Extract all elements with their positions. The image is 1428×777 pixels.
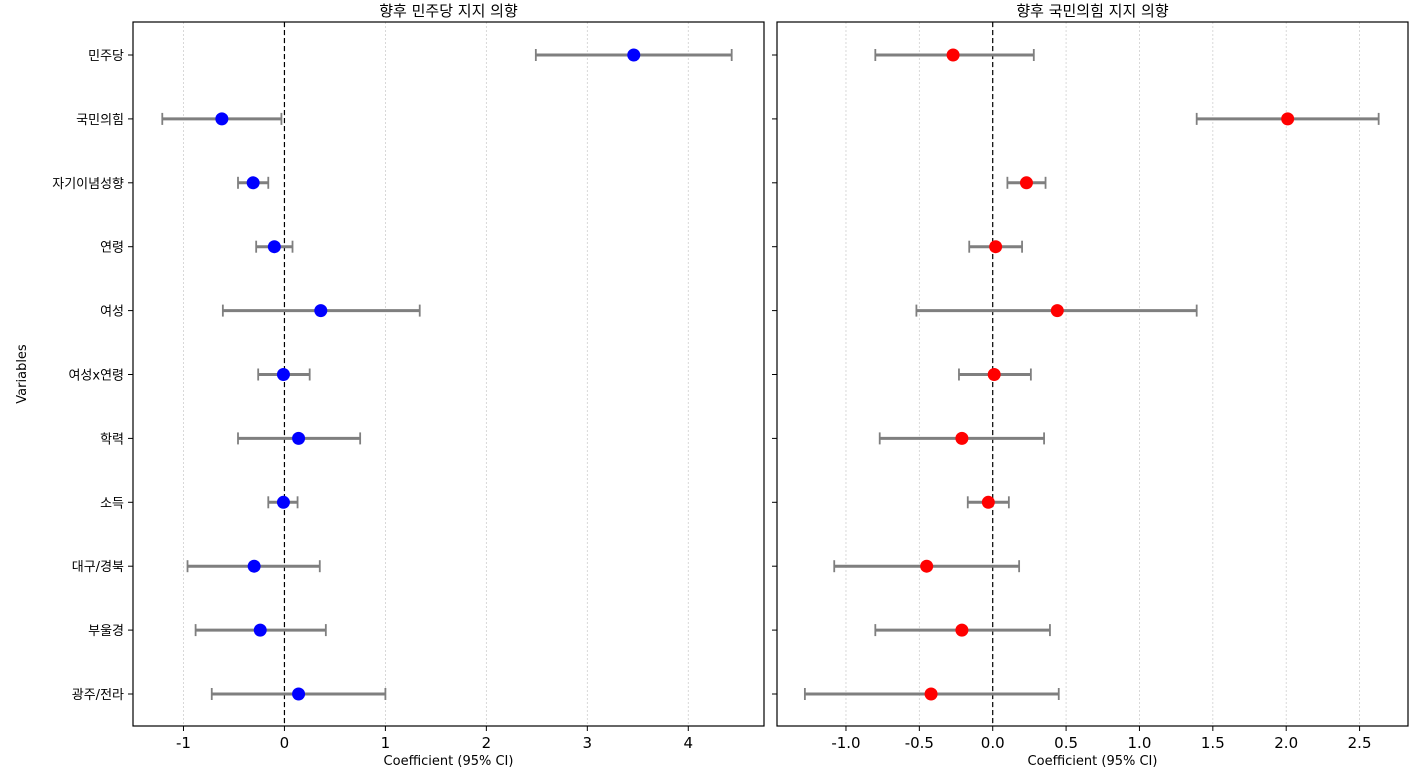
x-tick-label-1-4: 3	[583, 734, 593, 752]
x-tick-label-2-7: 2.5	[1348, 734, 1372, 752]
estimate-point-2-6	[955, 431, 969, 445]
x-tick-label-2-1: -0.5	[905, 734, 934, 752]
estimate-point-1-10	[292, 687, 306, 701]
x-tick-label-1-1: 0	[280, 734, 290, 752]
estimate-point-2-10	[924, 687, 938, 701]
x-axis-label-2: Coefficient (95% CI)	[1028, 754, 1158, 769]
estimate-point-2-0	[946, 48, 960, 62]
y-tick-label-1: 국민의힘	[76, 113, 124, 128]
estimate-point-2-5	[987, 368, 1001, 381]
x-tick-label-1-0: -1	[176, 734, 191, 752]
estimate-point-2-2	[1019, 176, 1033, 190]
panel-frame-1	[132, 21, 765, 727]
x-axis-label-1: Coefficient (95% CI)	[384, 754, 514, 769]
y-tick-label-5: 여성x연령	[68, 369, 124, 384]
estimate-point-1-2	[246, 176, 260, 190]
x-tick-label-2-3: 0.5	[1054, 734, 1078, 752]
x-tick-label-1-5: 4	[684, 734, 694, 752]
estimate-point-1-9	[253, 623, 267, 637]
panel-title-2: 향후 국민의힘 지지 의향	[1016, 2, 1169, 20]
y-tick-label-9: 부울경	[88, 624, 124, 639]
y-tick-label-3: 연령	[100, 241, 124, 256]
panel-title-1: 향후 민주당 지지 의향	[379, 2, 518, 20]
x-tick-label-2-0: -1.0	[831, 734, 860, 752]
estimate-point-1-1	[215, 112, 229, 126]
estimate-point-1-8	[247, 559, 261, 573]
y-axis-label: Variables	[15, 344, 30, 404]
estimate-point-1-3	[267, 240, 281, 254]
estimate-point-2-1	[1281, 112, 1295, 126]
estimate-point-2-4	[1050, 304, 1064, 318]
y-tick-label-10: 광주/전라	[72, 688, 124, 703]
y-tick-label-4: 여성	[100, 305, 124, 320]
estimate-point-1-0	[627, 48, 641, 62]
x-tick-label-2-5: 1.5	[1201, 734, 1225, 752]
x-tick-label-2-6: 2.0	[1274, 734, 1298, 752]
estimate-point-1-4	[314, 304, 328, 318]
y-tick-label-6: 학력	[100, 432, 124, 447]
estimate-point-2-9	[955, 623, 969, 637]
y-tick-label-7: 소득	[100, 496, 124, 511]
estimate-point-1-6	[292, 431, 306, 445]
panel-frame-2	[776, 21, 1409, 727]
x-tick-label-1-2: 1	[381, 734, 391, 752]
estimate-point-1-5	[276, 368, 290, 381]
x-tick-label-1-3: 2	[482, 734, 492, 752]
x-tick-label-2-4: 1.0	[1128, 734, 1152, 752]
y-tick-label-8: 대구/경북	[72, 560, 124, 575]
estimate-point-2-7	[981, 495, 995, 509]
y-tick-label-2: 자기이념성향	[52, 177, 124, 192]
estimate-point-2-3	[989, 240, 1003, 254]
y-tick-label-0: 민주당	[88, 49, 124, 64]
estimate-point-1-7	[276, 495, 290, 509]
x-tick-label-2-2: 0.0	[981, 734, 1005, 752]
estimate-point-2-8	[920, 559, 934, 573]
